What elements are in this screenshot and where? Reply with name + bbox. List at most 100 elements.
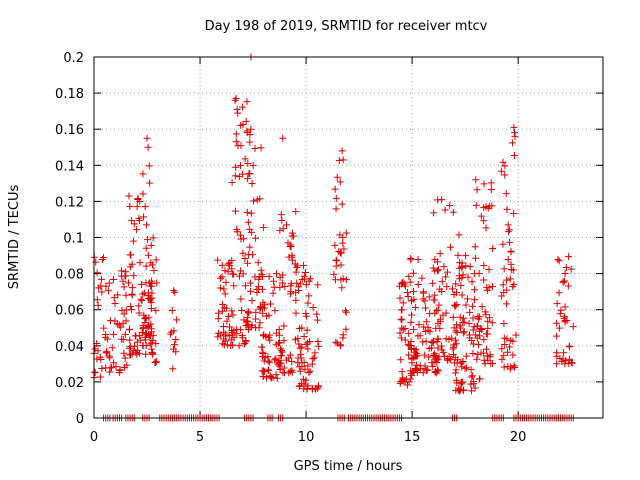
- data-point: [283, 221, 291, 229]
- data-point: [152, 358, 160, 366]
- data-point: [405, 329, 413, 337]
- data-point: [141, 318, 149, 326]
- data-point: [398, 280, 406, 288]
- data-point: [127, 251, 135, 259]
- data-point: [407, 318, 415, 326]
- data-point: [409, 269, 417, 277]
- data-point: [170, 287, 178, 295]
- data-point: [303, 326, 311, 334]
- x-tick-label: 15: [404, 430, 421, 445]
- data-point: [559, 355, 567, 363]
- data-point: [419, 338, 427, 346]
- data-point: [339, 233, 347, 241]
- data-point: [147, 325, 155, 333]
- data-point: [436, 324, 444, 332]
- data-point: [300, 359, 308, 367]
- data-point: [260, 367, 268, 375]
- data-point: [143, 221, 151, 229]
- data-point: [469, 340, 477, 348]
- data-point: [481, 308, 489, 316]
- data-point: [144, 143, 152, 151]
- data-point: [304, 345, 312, 353]
- data-point: [339, 334, 347, 342]
- data-point: [217, 331, 225, 339]
- data-point: [399, 278, 407, 286]
- data-point: [507, 247, 515, 255]
- data-point: [124, 279, 132, 287]
- data-point: [471, 384, 479, 392]
- data-point: [340, 245, 348, 253]
- data-point: [421, 304, 429, 312]
- data-point: [171, 341, 179, 349]
- data-point: [501, 340, 509, 348]
- data-point: [453, 321, 461, 329]
- data-point: [293, 279, 301, 287]
- data-point: [452, 387, 460, 395]
- data-point: [272, 341, 280, 349]
- data-point: [139, 190, 147, 198]
- data-point: [489, 244, 497, 252]
- data-point: [467, 380, 475, 388]
- data-point: [252, 315, 260, 323]
- data-point: [309, 355, 317, 363]
- data-point: [452, 369, 460, 377]
- data-point: [511, 151, 519, 159]
- data-point: [257, 266, 265, 274]
- data-point: [311, 349, 319, 357]
- data-point: [304, 382, 312, 390]
- data-point: [239, 103, 247, 111]
- data-point: [397, 306, 405, 314]
- data-point: [469, 302, 477, 310]
- data-point: [258, 343, 266, 351]
- data-point: [135, 302, 143, 310]
- data-point: [483, 352, 491, 360]
- data-point: [457, 380, 465, 388]
- data-point: [555, 257, 563, 265]
- data-point: [234, 109, 242, 117]
- data-point: [507, 363, 515, 371]
- data-point: [227, 342, 235, 350]
- data-point: [269, 289, 277, 297]
- data-point: [462, 352, 470, 360]
- data-point: [93, 355, 101, 363]
- data-point: [434, 335, 442, 343]
- data-point: [483, 283, 491, 291]
- data-point: [139, 290, 147, 298]
- data-point: [128, 290, 136, 298]
- data-point: [433, 369, 441, 377]
- data-point: [556, 354, 564, 362]
- data-point: [434, 266, 442, 274]
- data-point: [168, 306, 176, 314]
- data-point: [458, 291, 466, 299]
- data-point: [112, 363, 120, 371]
- data-point: [232, 130, 240, 138]
- data-point: [265, 311, 273, 319]
- data-point: [310, 354, 318, 362]
- data-point: [305, 368, 313, 376]
- data-point: [467, 366, 475, 374]
- data-point: [264, 353, 272, 361]
- data-point: [226, 262, 234, 270]
- data-point: [296, 325, 304, 333]
- data-point: [216, 284, 224, 292]
- data-point: [243, 127, 251, 135]
- data-point: [469, 326, 477, 334]
- data-point: [342, 229, 350, 237]
- data-point: [460, 328, 468, 336]
- data-point: [339, 275, 347, 283]
- data-point: [498, 345, 506, 353]
- data-point: [241, 282, 249, 290]
- data-point: [228, 178, 236, 186]
- data-point: [302, 312, 310, 320]
- data-point: [421, 351, 429, 359]
- data-point: [146, 179, 154, 187]
- x-axis-label: GPS time / hours: [294, 459, 403, 474]
- data-point: [449, 313, 457, 321]
- data-point: [412, 352, 420, 360]
- data-point: [462, 262, 470, 270]
- data-point: [341, 307, 349, 315]
- data-point: [251, 144, 259, 152]
- data-point: [471, 243, 479, 251]
- data-point: [287, 242, 295, 250]
- data-point: [433, 267, 441, 275]
